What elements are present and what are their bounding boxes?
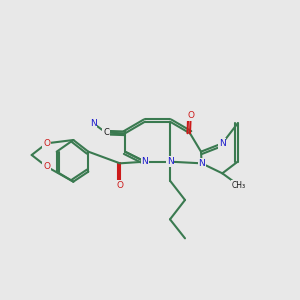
Text: N: N (90, 119, 97, 128)
Text: O: O (43, 162, 50, 171)
Text: N: N (167, 157, 173, 166)
Text: CH₃: CH₃ (231, 181, 245, 190)
Text: O: O (43, 139, 50, 148)
Text: O: O (187, 112, 194, 121)
Text: C: C (103, 128, 109, 137)
Text: N: N (198, 159, 205, 168)
Text: O: O (116, 181, 124, 190)
Text: N: N (219, 139, 226, 148)
Text: N: N (142, 157, 148, 166)
